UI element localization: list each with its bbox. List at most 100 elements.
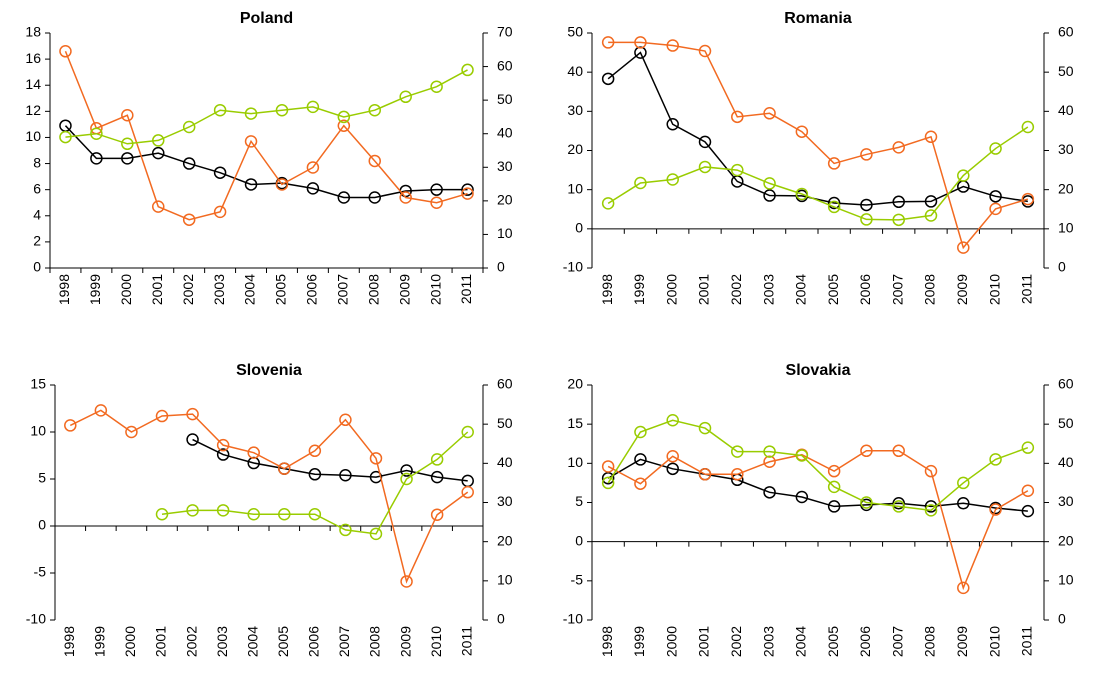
series-marker	[1021, 504, 1035, 518]
y2-tick-label: 0	[497, 259, 505, 275]
series-marker	[186, 407, 199, 421]
series-marker	[430, 196, 443, 209]
x-tick-label: 1999	[87, 274, 103, 305]
series-marker	[860, 213, 873, 226]
y-tick-label: 10	[567, 180, 583, 196]
series-marker	[957, 581, 970, 595]
series-marker	[182, 213, 196, 226]
series-marker	[368, 103, 381, 117]
series-marker	[337, 191, 351, 204]
x-tick-label: 2002	[728, 626, 744, 657]
y2-tick-label: 20	[497, 192, 513, 208]
series-marker	[400, 575, 413, 588]
series-marker	[860, 496, 873, 509]
y2-tick-label: 50	[497, 91, 513, 107]
series-line	[607, 419, 1029, 512]
y2-tick-label: 40	[497, 124, 513, 140]
series-marker	[121, 152, 134, 165]
y2-tick-label: 70	[497, 24, 513, 40]
y2-tick-label: 20	[1058, 180, 1074, 196]
series-marker	[430, 453, 444, 466]
series-marker	[461, 63, 474, 77]
y-tick-label: -10	[563, 611, 583, 627]
y-tick-label: 15	[30, 376, 46, 392]
series-marker	[892, 444, 905, 458]
series-marker	[306, 161, 320, 174]
y-tick-label: 30	[567, 102, 583, 118]
series-marker	[216, 504, 230, 517]
x-tick-label: 1998	[599, 626, 615, 657]
series-marker	[369, 452, 383, 465]
series-marker	[278, 462, 291, 475]
y2-tick-label: 10	[497, 225, 513, 241]
x-tick-label: 2000	[663, 274, 679, 305]
x-tick-label: 2004	[793, 274, 809, 305]
y-tick-label: 2	[33, 233, 41, 249]
x-tick-label: 2010	[428, 626, 444, 657]
x-tick-label: 2005	[825, 274, 841, 305]
series-marker	[634, 477, 647, 490]
series-marker	[634, 425, 647, 439]
y-tick-label: 10	[25, 128, 41, 144]
y2-tick-label: 60	[1058, 376, 1074, 392]
series-marker	[64, 419, 77, 432]
y2-tick-label: 60	[497, 376, 513, 392]
series-marker	[306, 100, 320, 114]
series-marker	[827, 200, 841, 214]
series-marker	[827, 480, 841, 494]
series-marker	[125, 425, 138, 439]
series-marker	[430, 183, 443, 196]
y2-tick-label: 10	[1058, 572, 1074, 588]
series-marker	[634, 36, 647, 49]
y2-tick-label: 40	[1058, 102, 1074, 118]
series-marker	[795, 490, 809, 504]
x-tick-label: 2009	[397, 626, 413, 657]
y2-tick-label: 0	[1058, 259, 1066, 275]
y-tick-label: 5	[575, 493, 583, 509]
series-line	[607, 458, 1028, 512]
x-tick-label: 2002	[183, 626, 199, 657]
series-marker	[924, 504, 938, 517]
series-marker	[155, 409, 169, 423]
series-marker	[892, 497, 905, 510]
series-marker	[989, 190, 1002, 203]
series-line	[64, 125, 468, 199]
x-tick-label: 1999	[631, 626, 647, 657]
series-marker	[795, 449, 809, 462]
y-tick-label: 5	[38, 470, 46, 486]
series-marker	[666, 450, 679, 463]
x-tick-label: 2011	[458, 274, 474, 304]
series-marker	[698, 421, 712, 435]
series-marker	[368, 191, 381, 204]
series-line	[161, 431, 469, 535]
series-marker	[339, 523, 352, 537]
series-marker	[698, 135, 712, 149]
series-marker	[399, 90, 412, 104]
series-marker	[634, 453, 647, 466]
series-marker	[182, 157, 196, 170]
y2-tick-label: 0	[497, 611, 505, 627]
y2-tick-label: 30	[1058, 493, 1074, 509]
series-marker	[666, 173, 679, 186]
series-marker	[957, 476, 970, 490]
x-tick-label: 2000	[663, 626, 679, 657]
series-marker	[924, 195, 938, 208]
x-tick-label: 2001	[696, 274, 712, 305]
series-marker	[369, 470, 383, 484]
series-marker	[216, 448, 230, 461]
series-marker	[121, 109, 134, 122]
series-marker	[924, 209, 938, 222]
x-tick-label: 2001	[153, 626, 169, 657]
x-tick-label: 2007	[335, 274, 351, 305]
series-marker	[731, 445, 744, 458]
y-tick-label: 18	[25, 24, 41, 40]
series-marker	[601, 476, 615, 490]
series-marker	[368, 154, 381, 168]
x-tick-label: 2010	[986, 274, 1002, 305]
series-marker	[795, 125, 809, 138]
series-marker	[247, 508, 260, 521]
x-tick-label: 2008	[922, 626, 938, 657]
y-tick-label: 50	[567, 24, 583, 40]
series-marker	[924, 464, 938, 478]
